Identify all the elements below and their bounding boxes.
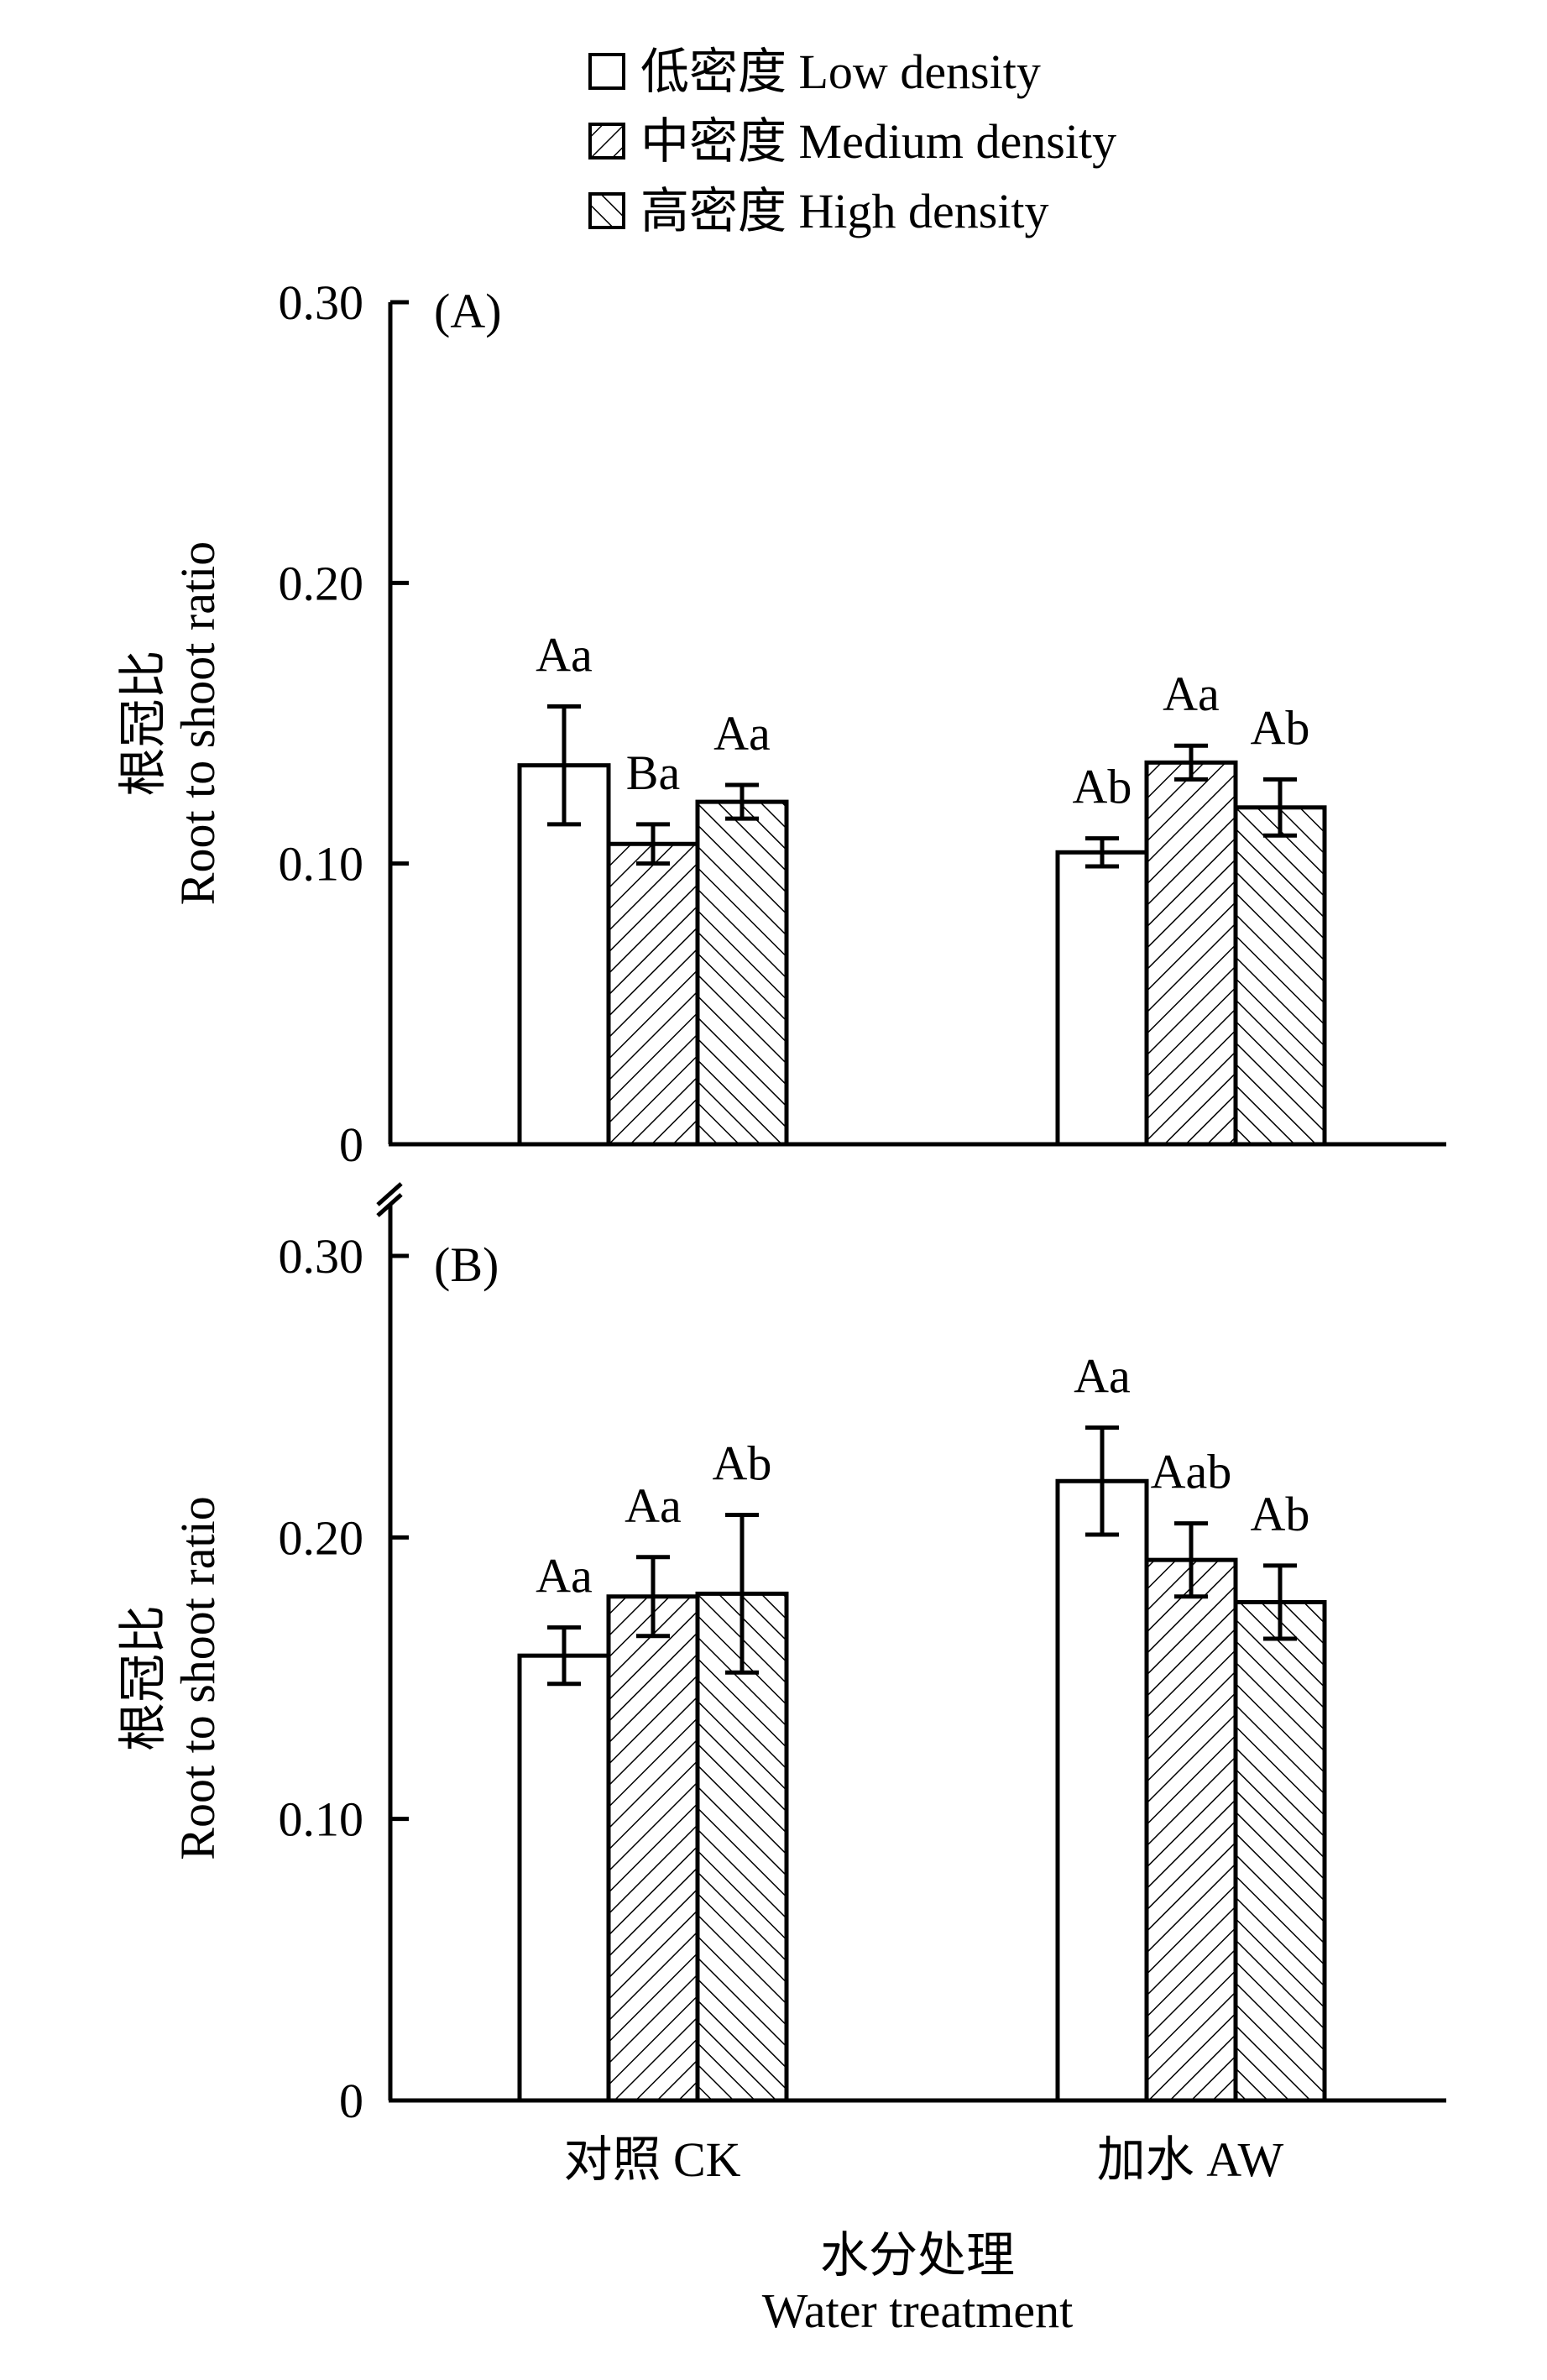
- legend-label: 低密度 Low density: [640, 44, 1041, 99]
- bar: [1233, 805, 1327, 1147]
- bar: [1144, 1557, 1238, 2103]
- significance-label: Aa: [625, 1478, 682, 1533]
- significance-label: Aa: [713, 706, 771, 761]
- y-tick-label: 0: [339, 1117, 363, 1172]
- bar: [1055, 1478, 1149, 2103]
- legend-swatch: [588, 192, 625, 229]
- significance-label: Aa: [1074, 1349, 1131, 1404]
- y-tick-label: 0.10: [279, 837, 364, 892]
- bar: [606, 841, 700, 1147]
- y-axis-title-cn: 根冠比: [116, 1605, 170, 1751]
- bar: [695, 799, 789, 1147]
- significance-label: Aa: [1163, 667, 1220, 721]
- significance-label: Ab: [713, 1436, 772, 1491]
- panel-b: 0 0.10 0.20 0.30 (B) 根冠比 Root to shoot ratio Aa…: [116, 1206, 1446, 2128]
- significance-label: Aab: [1151, 1445, 1232, 1499]
- y-tick-label: 0.30: [279, 275, 364, 330]
- legend: 低密度 Low density 中密度 Medium density 高密度 Hig…: [588, 44, 1116, 238]
- y-axis-title: Root to shoot ratio: [170, 541, 225, 905]
- bar: [1233, 1599, 1327, 2103]
- x-axis-title-cn: 水分处理: [820, 2228, 1015, 2283]
- y-axis-title: Root to shoot ratio: [170, 1496, 225, 1860]
- bar: [695, 1591, 789, 2103]
- y-tick-label: 0: [339, 2074, 363, 2128]
- y-axis-title-cn: 根冠比: [116, 650, 170, 796]
- panel-label: (A): [434, 284, 502, 338]
- significance-label: Ab: [1073, 760, 1132, 814]
- axis-break: [376, 1182, 403, 1217]
- x-axis-title: Water treatment: [762, 2283, 1074, 2338]
- panel-label: (B): [434, 1237, 499, 1292]
- legend-label: 中密度 Medium density: [640, 114, 1116, 169]
- bar: [517, 1653, 611, 2103]
- significance-label: Ba: [626, 745, 680, 800]
- significance-label: Aa: [536, 1549, 593, 1603]
- x-tick-label-ck: 对照 CK: [563, 2132, 740, 2187]
- legend-label: 高密度 High density: [640, 184, 1049, 238]
- bar: [1055, 850, 1149, 1147]
- bar: [606, 1594, 700, 2103]
- panel-a: 0 0.10 0.20 0.30 (A) 根冠比 Root to shoot ratio Aa…: [116, 275, 1446, 1172]
- bar: [1144, 760, 1238, 1147]
- legend-swatch: [588, 53, 625, 90]
- significance-label: Ab: [1251, 1487, 1310, 1541]
- legend-swatch: [588, 123, 625, 160]
- y-tick-label: 0.10: [279, 1792, 364, 1847]
- x-tick-label-aw: 加水 AW: [1097, 2132, 1284, 2187]
- significance-label: Aa: [536, 627, 593, 682]
- y-tick-label: 0.30: [279, 1229, 364, 1284]
- y-tick-label: 0.20: [279, 1510, 364, 1565]
- significance-label: Ab: [1251, 700, 1310, 755]
- y-tick-label: 0.20: [279, 556, 364, 610]
